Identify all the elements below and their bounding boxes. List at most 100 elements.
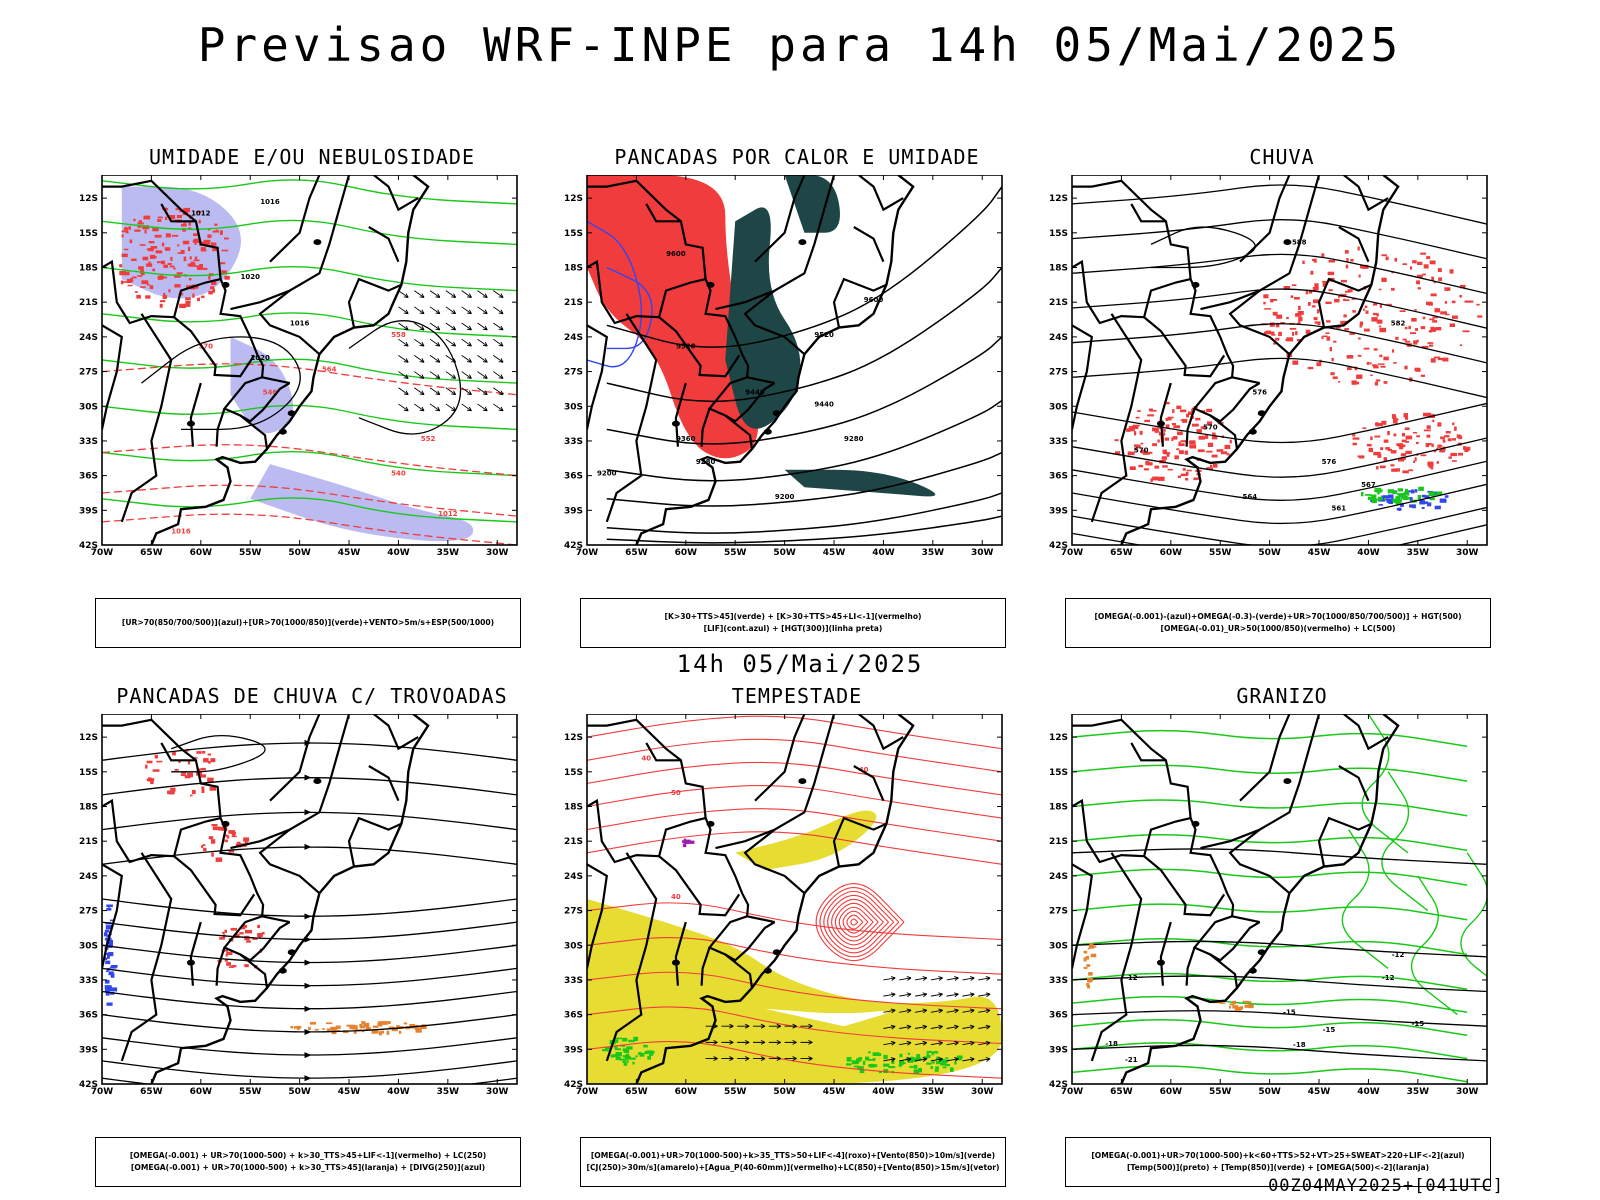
wind-vector: [493, 338, 504, 347]
height-contour: [1072, 460, 1487, 501]
field-cell: [1305, 329, 1311, 334]
field-cell: [1325, 301, 1332, 304]
field-cell: [110, 987, 118, 992]
wind-vector: [493, 371, 504, 379]
field-cell: [210, 286, 215, 290]
legend-line-2: [CJ(250)>30m/s](amarelo)+[Agua_P(40-60mm…: [586, 1163, 1000, 1172]
field-cell: [314, 1028, 319, 1031]
field-cell: [1322, 280, 1329, 283]
field-cell: [169, 265, 175, 268]
field-cell: [1404, 340, 1411, 343]
lake-marker: [1257, 949, 1266, 956]
wind-vector: [445, 322, 457, 331]
lat-label: 39S: [564, 1045, 583, 1055]
lake-marker: [772, 949, 781, 956]
field-cell: [1087, 985, 1090, 989]
border-line: [189, 382, 202, 447]
field-cell: [1086, 983, 1090, 987]
field-cell: [1193, 477, 1199, 481]
base-map: [587, 714, 915, 1084]
legend-box: [OMEGA(-0.001)-(azul)+OMEGA(-0.3)-(verde…: [1065, 598, 1491, 648]
temp-850-contour: [1072, 1018, 1468, 1037]
lat-label: 36S: [79, 1011, 98, 1021]
field-cell: [1426, 425, 1431, 429]
field-cell: [230, 927, 238, 931]
field-cell: [240, 926, 246, 930]
border-line: [587, 324, 608, 430]
field-cell: [1242, 1000, 1249, 1003]
wind-vector: [429, 338, 441, 347]
pressure-850-contour: [850, 918, 859, 926]
field-cell: [241, 924, 248, 928]
field-cell: [142, 256, 149, 261]
lon-label: 30W: [1456, 548, 1479, 558]
field-cell: [1437, 268, 1442, 272]
border-line: [1090, 313, 1143, 523]
contour-label: 50: [671, 789, 681, 797]
field-cell: [221, 249, 229, 252]
humidity-low-contour: [102, 219, 517, 246]
field-cell: [865, 1056, 870, 1061]
field-cell: [1206, 450, 1213, 453]
wind-vector: [946, 976, 959, 981]
temp-850-contour: [1072, 764, 1468, 782]
field-cell: [1387, 489, 1394, 494]
field-cell: [883, 1069, 889, 1073]
field-cell: [604, 1047, 611, 1050]
lake-marker: [287, 410, 296, 417]
lat-label: 30S: [79, 941, 98, 951]
field-cell: [872, 1052, 880, 1056]
contour-label: 546: [263, 389, 278, 397]
stream-arrow: [304, 1075, 312, 1082]
map-content: [102, 714, 517, 1084]
field-cell: [858, 1058, 862, 1062]
pressure-850-contour: [587, 738, 1002, 773]
temp-500-contour: [1072, 1044, 1487, 1062]
field-cell: [201, 248, 204, 252]
field-cell: [942, 1066, 947, 1069]
field-cell: [1312, 287, 1319, 291]
wind-vector: [477, 403, 488, 412]
wind-vector: [768, 1056, 782, 1061]
lat-label: 24S: [564, 333, 583, 343]
border-line: [1072, 259, 1145, 325]
border-line: [700, 947, 711, 986]
field-cell: [683, 839, 691, 844]
wind-vector: [461, 387, 472, 396]
field-cell: [1417, 287, 1421, 290]
lake-marker: [1283, 239, 1292, 246]
field-cell: [1379, 465, 1386, 469]
lat-label: 15S: [564, 229, 583, 239]
field-cell: [610, 1054, 614, 1058]
field-cell: [926, 1062, 932, 1065]
field-cell: [1427, 461, 1434, 466]
wind-vector: [445, 403, 457, 412]
field-cell: [1265, 330, 1272, 333]
field-cell: [208, 290, 213, 295]
contour-label: 9440: [745, 389, 765, 397]
border-line: [1130, 203, 1166, 223]
field-cell: [1380, 447, 1384, 451]
field-cell: [1298, 305, 1301, 310]
field-cell: [198, 219, 201, 223]
field-cell: [1400, 453, 1407, 456]
lon-label: 40W: [387, 1087, 410, 1097]
field-cell: [1452, 438, 1456, 441]
lat-label: 27S: [1049, 907, 1068, 917]
field-cell: [1185, 477, 1189, 481]
field-cell: [1145, 460, 1150, 466]
field-cell: [1369, 362, 1372, 365]
border-line: [605, 852, 658, 1062]
border-line: [645, 742, 681, 762]
field-cell: [203, 242, 210, 246]
field-cell: [105, 991, 110, 996]
field-cell: [1086, 964, 1091, 967]
field-cell: [1150, 478, 1153, 482]
field-cell: [856, 1058, 860, 1062]
lon-label: 50W: [288, 1087, 311, 1097]
wind-vector: [737, 1023, 750, 1029]
gap-area: [764, 1008, 889, 1027]
streamline: [102, 944, 517, 964]
field-cell: [146, 283, 150, 286]
field-cell: [1129, 451, 1135, 456]
